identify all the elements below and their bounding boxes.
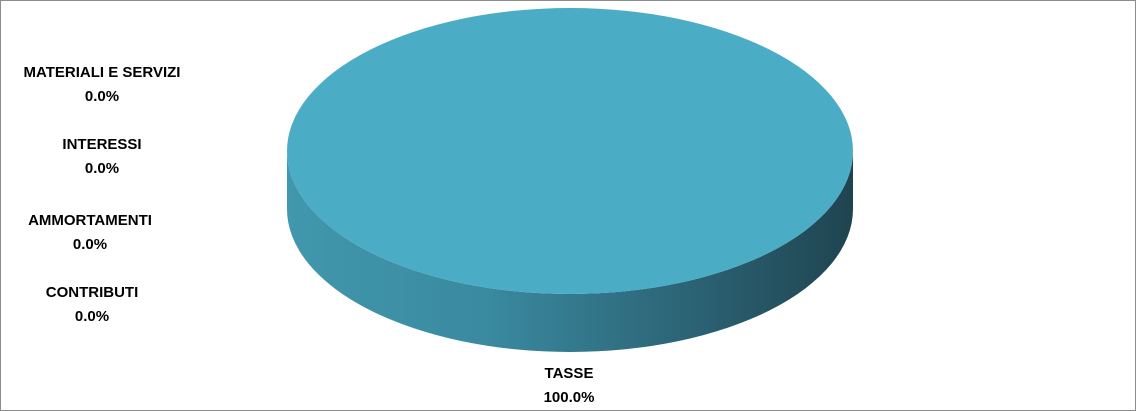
- slice-value-tasse: 100.0%: [544, 389, 595, 406]
- slice-value-interessi: 0.0%: [85, 160, 119, 177]
- slice-label-contributi: CONTRIBUTI: [46, 284, 139, 301]
- slice-label-interessi: INTERESSI: [62, 136, 141, 153]
- slice-label-ammortamenti: AMMORTAMENTI: [28, 212, 152, 229]
- slice-value-materiali-e-servizi: 0.0%: [85, 88, 119, 105]
- data-labels: TASSE 100.0% MATERIALI E SERVIZI 0.0% IN…: [24, 64, 595, 406]
- pie-slice-tasse-side: [287, 151, 853, 352]
- slice-value-contributi: 0.0%: [75, 308, 109, 325]
- slice-label-tasse: TASSE: [545, 365, 594, 382]
- pie-slice-tasse: [287, 8, 853, 294]
- slice-label-materiali-e-servizi: MATERIALI E SERVIZI: [24, 64, 181, 81]
- pie-group: [287, 8, 853, 352]
- slice-value-ammortamenti: 0.0%: [73, 236, 107, 253]
